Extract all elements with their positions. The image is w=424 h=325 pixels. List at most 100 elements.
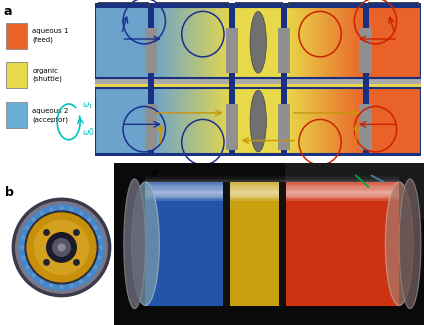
Bar [303,6,305,78]
Bar [351,88,354,154]
Bar [341,88,343,154]
Bar [313,6,315,78]
Text: $\omega_1$: $\omega_1$ [82,100,93,111]
Bar [145,182,227,306]
Bar [232,88,284,154]
Bar [173,88,176,154]
Bar [226,6,229,78]
Bar [179,6,181,78]
Bar [206,88,208,154]
Bar [345,88,348,154]
Bar [161,6,163,78]
Circle shape [26,226,29,229]
Bar [285,162,424,219]
Bar [317,6,319,78]
Bar [214,88,216,154]
Bar [153,88,155,154]
Bar [351,6,354,78]
Bar [159,88,161,154]
Bar [198,6,200,78]
Bar [193,6,196,78]
Circle shape [94,266,97,268]
Bar [337,88,340,154]
Circle shape [47,233,76,262]
Bar [204,88,206,154]
Bar [307,88,309,154]
Bar [167,88,170,154]
Circle shape [44,260,49,265]
Circle shape [94,226,97,229]
Bar [220,6,222,78]
Bar [202,88,204,154]
Bar [357,88,360,154]
Circle shape [26,266,29,268]
Bar [226,104,238,150]
Ellipse shape [399,179,421,309]
Bar [155,88,157,154]
Bar [347,6,350,78]
Bar [82,77,424,88]
Circle shape [53,239,70,256]
Bar [335,88,338,154]
Bar [145,104,157,150]
Bar [230,88,232,154]
Bar [303,88,305,154]
Bar [309,6,311,78]
Bar [208,6,210,78]
Bar [145,185,399,193]
Circle shape [98,236,101,239]
Circle shape [19,205,104,290]
Bar [185,88,188,154]
Circle shape [58,244,65,251]
Text: organic
(shuttle): organic (shuttle) [33,68,62,82]
Bar [6,102,27,128]
Bar [222,6,224,78]
Bar [159,6,161,78]
Bar [198,88,200,154]
Bar [177,6,180,78]
Bar [304,6,307,78]
Bar [216,88,218,154]
Text: a: a [4,5,12,18]
Bar [145,184,399,192]
Bar [151,6,153,78]
Bar [298,6,301,78]
Ellipse shape [124,179,145,309]
Bar [279,182,286,306]
Bar [354,88,356,154]
Ellipse shape [250,11,266,73]
Bar [169,6,171,78]
Bar [230,6,232,78]
Bar [284,6,287,78]
Bar [165,88,167,154]
Circle shape [40,212,43,215]
Circle shape [80,280,83,283]
Bar [284,88,287,154]
Bar [145,181,399,189]
Bar [329,88,332,154]
Circle shape [50,208,53,211]
Bar [327,88,329,154]
Bar [319,88,321,154]
Bar [192,6,194,78]
Bar [339,88,342,154]
Circle shape [80,212,83,215]
Bar [145,191,399,199]
Bar [333,88,335,154]
Bar [282,182,399,306]
Bar [145,192,399,201]
Bar [315,88,317,154]
Bar [210,88,212,154]
Bar [95,6,151,78]
Bar [202,6,204,78]
Bar [151,88,153,154]
Bar [360,88,362,154]
Bar [331,88,333,154]
Bar [354,6,356,78]
Bar [365,6,421,78]
Circle shape [98,256,101,259]
Bar [304,88,307,154]
Bar [360,104,372,150]
Bar [145,186,399,194]
Bar [187,88,190,154]
